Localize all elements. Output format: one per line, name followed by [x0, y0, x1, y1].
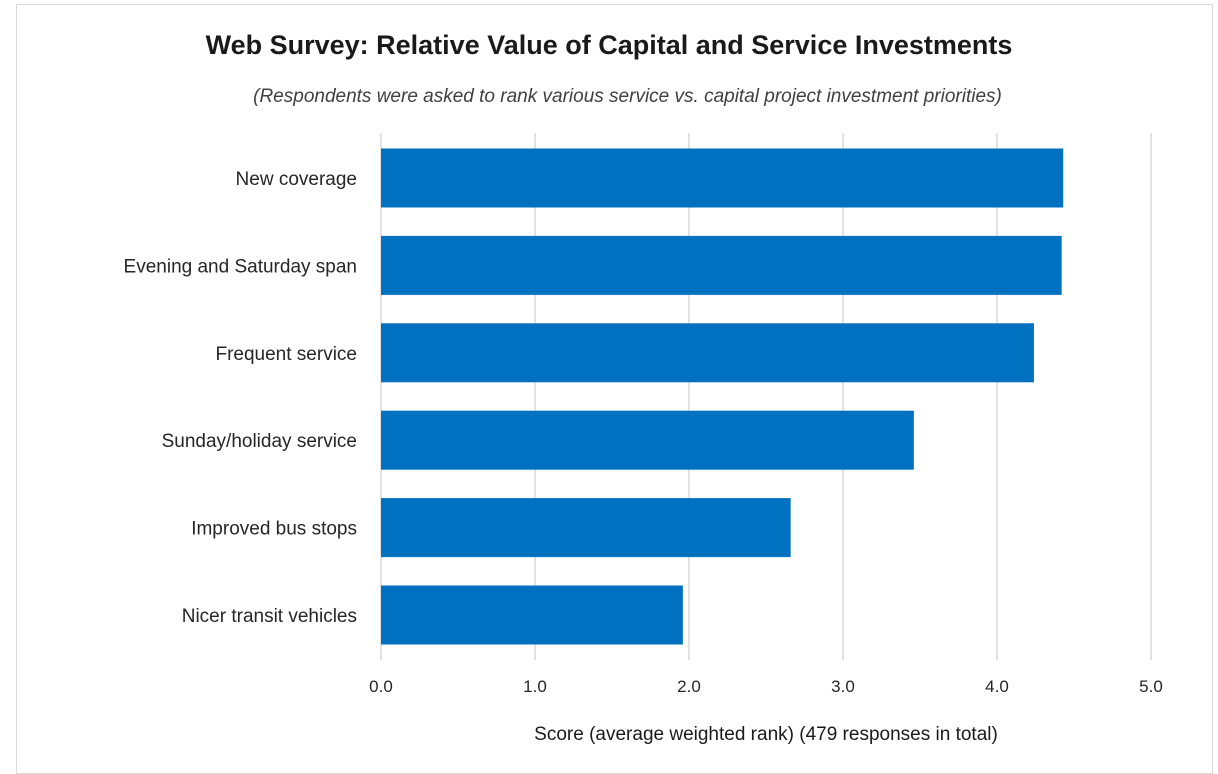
bar: [381, 235, 1062, 295]
bar: [381, 585, 683, 645]
bar: [381, 323, 1034, 383]
category-label: Evening and Saturday span: [124, 256, 357, 277]
x-tick-label: 3.0: [831, 677, 855, 696]
grid-lines: [380, 133, 1152, 660]
category-label: Improved bus stops: [191, 519, 357, 540]
chart-subtitle: (Respondents were asked to rank various …: [253, 86, 1002, 107]
bar: [381, 498, 791, 558]
category-label: Nicer transit vehicles: [182, 606, 357, 627]
category-label: Sunday/holiday service: [162, 431, 357, 452]
chart-title: Web Survey: Relative Value of Capital an…: [205, 30, 1013, 60]
bar: [381, 148, 1064, 208]
x-tick-label: 0.0: [369, 677, 393, 696]
x-tick-labels: 0.0 1.0 2.0 3.0 4.0 5.0: [369, 677, 1163, 696]
x-axis-title: Score (average weighted rank) (479 respo…: [534, 724, 998, 745]
bars: [381, 148, 1064, 645]
category-label: New coverage: [236, 169, 357, 190]
x-tick-label: 5.0: [1139, 677, 1163, 696]
category-labels: New coverage Evening and Saturday span Fre…: [124, 169, 357, 627]
category-label: Frequent service: [215, 344, 357, 365]
bar: [381, 410, 914, 470]
x-tick-label: 4.0: [985, 677, 1009, 696]
x-tick-label: 2.0: [677, 677, 701, 696]
chart-frame: [16, 4, 1213, 774]
x-tick-label: 1.0: [523, 677, 547, 696]
